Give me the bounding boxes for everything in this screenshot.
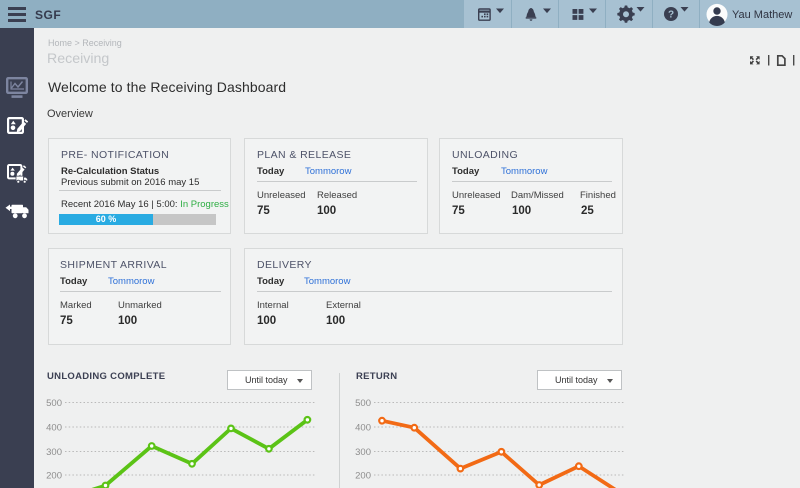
svg-text:400: 400 bbox=[355, 423, 371, 434]
svg-text:500: 500 bbox=[46, 398, 62, 409]
svg-text:?: ? bbox=[668, 10, 674, 21]
svg-text:200: 200 bbox=[46, 471, 62, 482]
svg-text:400: 400 bbox=[46, 423, 62, 434]
svg-text:200: 200 bbox=[355, 471, 371, 482]
svg-text:500: 500 bbox=[355, 398, 371, 409]
svg-text:300: 300 bbox=[46, 447, 62, 458]
svg-text:300: 300 bbox=[355, 447, 371, 458]
svg-text:Yau Mathew: Yau Mathew bbox=[732, 9, 792, 21]
